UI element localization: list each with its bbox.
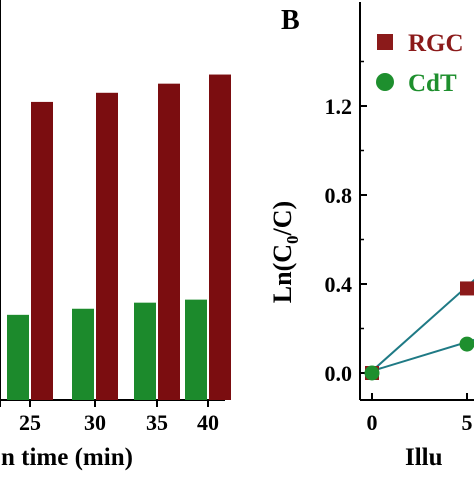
panel-b-ticks: 0.0 0.4 0.8 1.2 0 5	[325, 62, 473, 436]
y-tick-label: 0.4	[325, 272, 353, 297]
bar-green-35	[134, 303, 156, 400]
bar-red-25	[31, 102, 53, 400]
y-tick-label: 1.2	[325, 94, 353, 119]
bar-green-40	[185, 300, 207, 400]
panel-a-bar-chart: 253035400 n time (min)	[0, 0, 231, 471]
point-circle	[460, 337, 474, 352]
bar-red-35	[158, 84, 180, 400]
panel-b-points	[365, 281, 474, 380]
legend-square-icon	[377, 34, 393, 50]
y-label-prefix: Ln(C	[268, 244, 297, 303]
x-tick-label: 30	[84, 410, 106, 435]
x-tick-label: 0	[367, 410, 378, 435]
panel-b-y-axis-label: Ln(C0/C)	[268, 201, 302, 303]
point-circle	[365, 366, 380, 381]
y-tick-label: 0.0	[325, 361, 353, 386]
legend-label: RGC	[408, 30, 464, 57]
panel-b-label: B	[281, 5, 300, 36]
panel-a-bars	[7, 75, 231, 400]
panel-b-x-axis-label: Illu	[405, 444, 443, 471]
bar-red-30	[96, 93, 118, 400]
legend-label: CdT	[408, 70, 457, 97]
x-tick-label: 25	[19, 410, 41, 435]
panel-b-legend: RGC CdT	[376, 30, 464, 97]
legend-circle-icon	[376, 73, 394, 91]
y-label-suffix: /C)	[268, 201, 297, 237]
x-tick-label: 5	[462, 410, 473, 435]
panel-b-fit-lines	[372, 202, 474, 371]
bar-red-40	[209, 75, 231, 400]
panel-a-x-ticks: 253035400	[0, 400, 219, 435]
bar-green-30	[72, 309, 94, 400]
fit-line-2	[372, 313, 474, 371]
x-tick-label: 40	[197, 410, 219, 435]
y-tick-label: 0.8	[325, 183, 353, 208]
bar-green-25	[7, 315, 29, 400]
point-square	[460, 281, 474, 295]
y-label-subscript: 0	[283, 235, 302, 244]
panel-a-x-axis-label: n time (min)	[1, 444, 133, 471]
x-tick-label: 35	[146, 410, 168, 435]
